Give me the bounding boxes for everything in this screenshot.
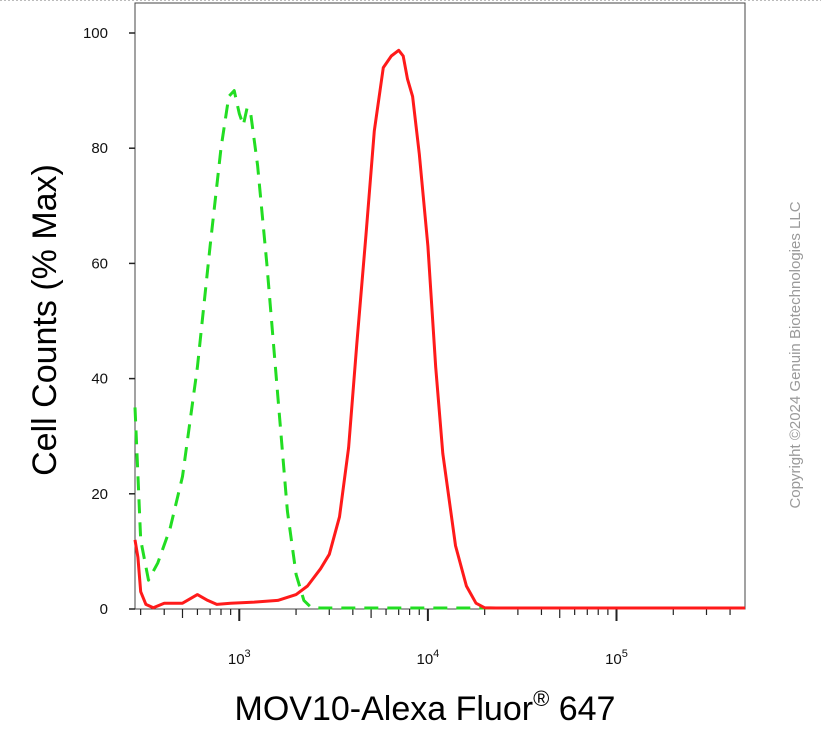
- x-axis-label-main: MOV10-Alexa Fluor: [235, 690, 534, 728]
- y-tick-label: 20: [91, 486, 108, 503]
- x-tick-base: 10: [605, 651, 622, 668]
- series-line-solid-red: [133, 48, 745, 610]
- y-tick-label: 0: [100, 601, 108, 618]
- x-axis-label-suffix: 647: [549, 690, 615, 728]
- y-axis-label: Cell Counts (% Max): [26, 164, 64, 476]
- x-tick-base: 10: [228, 651, 245, 668]
- plot-frame: [134, 2, 746, 610]
- y-tick-label: 80: [91, 140, 108, 157]
- x-tick-label: 105: [605, 648, 628, 668]
- x-tick-exponent: 5: [622, 648, 628, 660]
- y-tick-label: 60: [91, 255, 108, 272]
- x-axis-label: MOV10-Alexa Fluor® 647: [235, 686, 616, 728]
- x-tick-label: 104: [416, 648, 439, 668]
- x-tick-exponent: 4: [433, 648, 439, 660]
- y-tick-label: 100: [83, 25, 108, 42]
- y-tick-label: 40: [91, 371, 108, 388]
- x-tick-exponent: 3: [245, 648, 251, 660]
- x-axis-label-registered-mark: ®: [533, 686, 549, 711]
- x-tick-label: 103: [228, 648, 251, 668]
- copyright-watermark: Copyright ©2024 Genuin Biotechnologies L…: [787, 201, 804, 508]
- series-line-dashed-green: [133, 89, 745, 610]
- x-tick-base: 10: [416, 651, 433, 668]
- series-layer: [133, 48, 745, 610]
- x-axis: 103 104 105: [140, 609, 731, 668]
- y-axis: 0 20 40 60 80 100: [83, 25, 135, 618]
